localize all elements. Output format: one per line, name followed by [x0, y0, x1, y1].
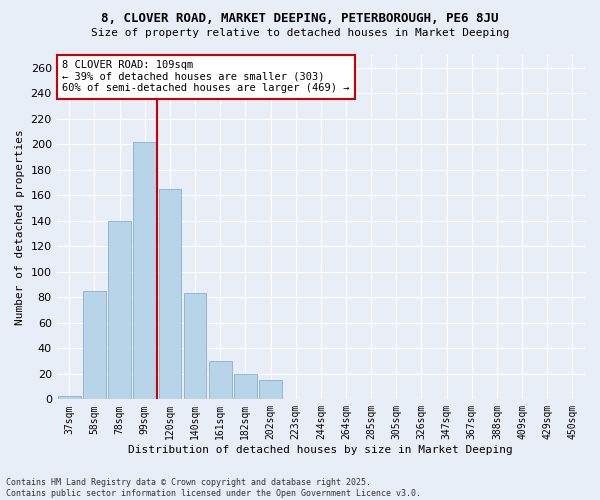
- Bar: [234, 374, 257, 400]
- Bar: [158, 189, 181, 400]
- Text: 8, CLOVER ROAD, MARKET DEEPING, PETERBOROUGH, PE6 8JU: 8, CLOVER ROAD, MARKET DEEPING, PETERBOR…: [101, 12, 499, 26]
- Bar: [259, 380, 282, 400]
- Text: 8 CLOVER ROAD: 109sqm
← 39% of detached houses are smaller (303)
60% of semi-det: 8 CLOVER ROAD: 109sqm ← 39% of detached …: [62, 60, 349, 94]
- Bar: [184, 294, 206, 400]
- Bar: [108, 221, 131, 400]
- Y-axis label: Number of detached properties: Number of detached properties: [15, 130, 25, 325]
- X-axis label: Distribution of detached houses by size in Market Deeping: Distribution of detached houses by size …: [128, 445, 513, 455]
- Bar: [58, 396, 80, 400]
- Text: Contains HM Land Registry data © Crown copyright and database right 2025.
Contai: Contains HM Land Registry data © Crown c…: [6, 478, 421, 498]
- Bar: [133, 142, 156, 400]
- Text: Size of property relative to detached houses in Market Deeping: Size of property relative to detached ho…: [91, 28, 509, 38]
- Bar: [209, 361, 232, 400]
- Bar: [83, 291, 106, 400]
